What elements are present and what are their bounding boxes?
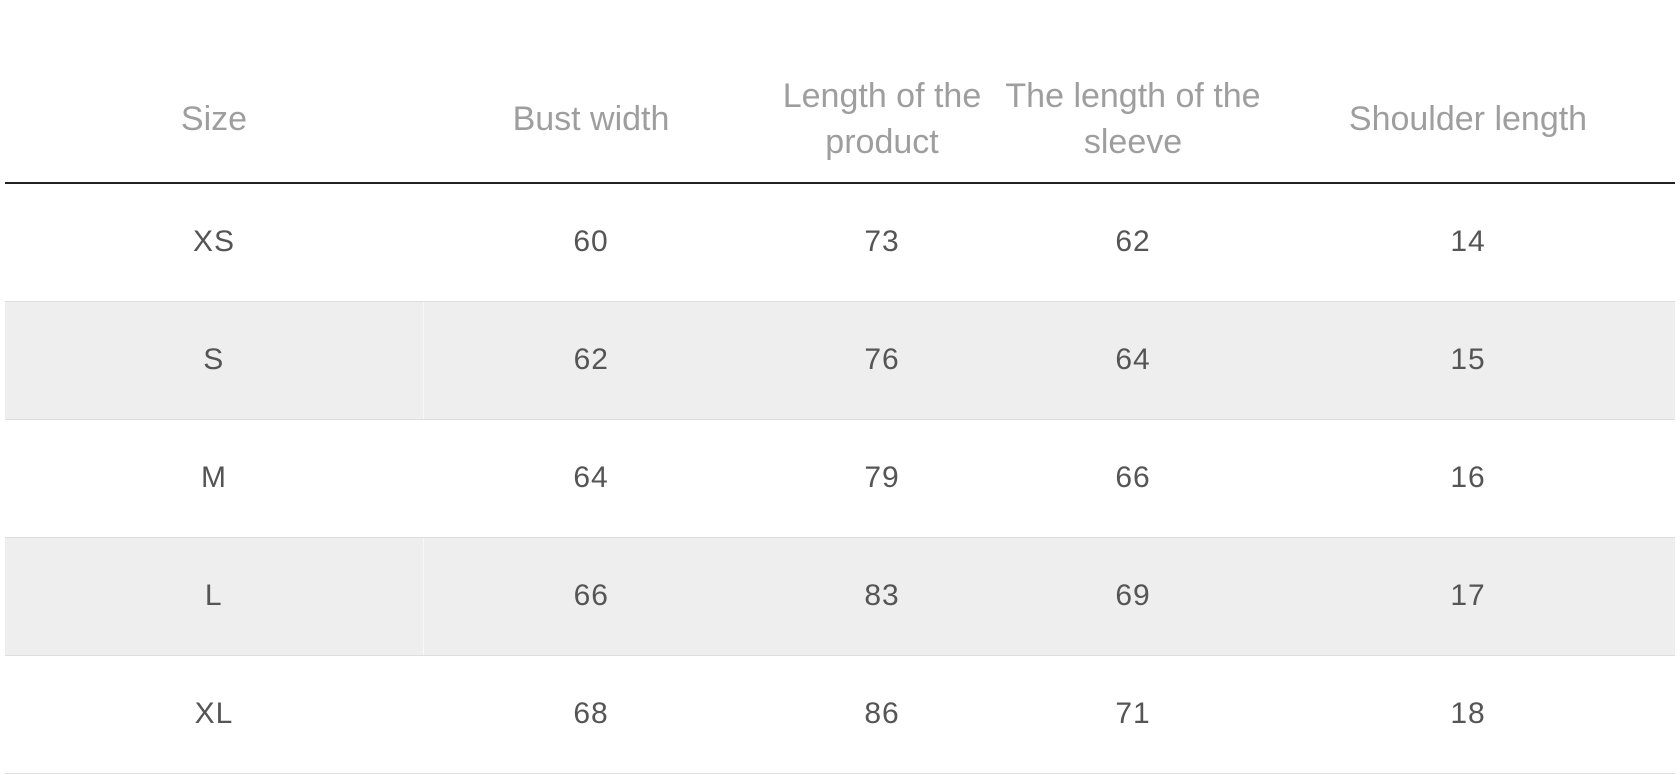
cell-bust-width: 64 — [423, 419, 759, 538]
cell-value: 60 — [573, 225, 609, 259]
cell-bust-width: 66 — [423, 537, 759, 656]
cell-product-length: 73 — [759, 183, 1005, 302]
cell-size: S — [5, 301, 424, 420]
cell-value: 86 — [864, 697, 900, 730]
cell-value: 18 — [1450, 697, 1486, 730]
cell-shoulder-length: 14 — [1261, 183, 1675, 302]
header-size: Size — [5, 0, 423, 184]
table-row: S 62 76 64 15 — [5, 301, 1675, 420]
cell-size: XL — [5, 655, 423, 774]
cell-sleeve-length: 66 — [1005, 419, 1261, 538]
table-row: XS 60 73 62 14 — [5, 183, 1675, 302]
cell-sleeve-length: 69 — [1005, 537, 1261, 656]
cell-value: 17 — [1450, 579, 1486, 612]
cell-value: 66 — [1115, 461, 1151, 494]
cell-shoulder-length: 15 — [1261, 301, 1675, 420]
table-row: XL 68 86 71 18 — [5, 655, 1675, 774]
cell-value: L — [204, 579, 223, 612]
table-row: L 66 83 69 17 — [5, 537, 1675, 656]
cell-value: 76 — [864, 343, 900, 376]
cell-value: 71 — [1115, 697, 1151, 730]
cell-value: 66 — [573, 579, 609, 612]
cell-value: XL — [194, 697, 234, 730]
cell-value: XS — [192, 225, 236, 259]
cell-value: 64 — [1115, 343, 1151, 376]
cell-shoulder-length: 17 — [1261, 537, 1675, 656]
cell-value: 68 — [573, 697, 609, 730]
cell-value: 15 — [1450, 343, 1486, 376]
header-row: Size Bust width Length of the product Th… — [5, 0, 1675, 184]
cell-bust-width: 62 — [423, 301, 759, 420]
header-sleeve-length: The length of the sleeve — [1005, 0, 1261, 184]
cell-product-length: 86 — [759, 655, 1005, 774]
cell-value: 14 — [1450, 225, 1486, 259]
cell-value: 16 — [1450, 461, 1486, 494]
cell-value: 64 — [573, 461, 609, 494]
header-bust-width: Bust width — [423, 0, 759, 184]
cell-product-length: 79 — [759, 419, 1005, 538]
cell-product-length: 83 — [759, 537, 1005, 656]
cell-bust-width: 60 — [423, 183, 759, 302]
cell-value: 62 — [1115, 225, 1151, 259]
cell-size: XS — [5, 183, 423, 302]
cell-bust-width: 68 — [423, 655, 759, 774]
cell-value: 62 — [573, 343, 609, 376]
cell-product-length: 76 — [759, 301, 1005, 420]
header-product-length: Length of the product — [759, 0, 1005, 184]
cell-sleeve-length: 62 — [1005, 183, 1261, 302]
cell-value: 79 — [864, 461, 900, 494]
cell-value: 69 — [1115, 579, 1151, 612]
cell-sleeve-length: 71 — [1005, 655, 1261, 774]
size-chart-table: Size Bust width Length of the product Th… — [5, 0, 1675, 774]
cell-sleeve-length: 64 — [1005, 301, 1261, 420]
header-shoulder-length: Shoulder length — [1261, 0, 1675, 184]
cell-shoulder-length: 18 — [1261, 655, 1675, 774]
table-row: M 64 79 66 16 — [5, 419, 1675, 538]
cell-size: L — [5, 537, 424, 656]
cell-value: 83 — [864, 579, 900, 612]
cell-value: S — [203, 343, 225, 376]
cell-shoulder-length: 16 — [1261, 419, 1675, 538]
cell-value: 73 — [864, 225, 900, 259]
cell-size: M — [5, 419, 423, 538]
cell-value: M — [201, 461, 227, 494]
